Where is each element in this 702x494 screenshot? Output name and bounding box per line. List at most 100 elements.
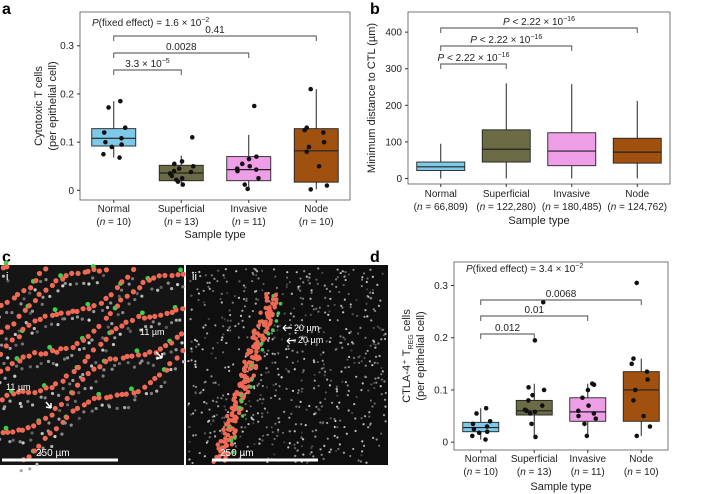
tissue-speck [360,389,363,392]
tissue-speck [357,356,360,359]
tissue-speck [299,296,302,300]
tissue-speck [323,444,326,447]
tissue-speck [329,379,333,382]
tissue-speck [211,289,215,293]
tissue-speck [247,423,250,426]
tissue-speck [322,363,326,366]
epithelial-cell [69,270,75,276]
tissue-speck [293,307,296,310]
tissue-speck [352,356,356,360]
x-tick-label: Superficial [158,204,205,215]
epithelial-cell [42,415,49,421]
tissue-speck [362,444,366,447]
tissue-speck [337,447,340,451]
epithelial-cell [47,430,53,436]
tissue-speck [288,332,291,335]
tissue-speck [278,397,281,400]
tissue-speck [169,321,174,325]
tissue-speck [257,420,260,423]
tissue-speck [55,363,59,367]
tissue-speck [307,340,310,343]
epithelial-cell [164,367,170,373]
tissue-speck [244,413,247,416]
tissue-speck [133,394,137,399]
data-point [589,381,595,386]
tissue-speck [0,343,4,347]
epithelial-cell [0,368,4,374]
tissue-speck [257,382,261,385]
y-tick-label: 0 [68,186,74,197]
tissue-speck [316,282,319,285]
image-i-cells [0,260,186,473]
data-point [117,155,122,160]
tissue-speck [104,349,108,353]
epithelial-cell [112,356,119,362]
data-point [122,125,128,130]
tissue-speck [364,415,367,418]
tissue-speck [380,373,383,376]
epithelial-cell [71,368,77,375]
tissue-speck [382,414,386,417]
tissue-speck [11,438,15,442]
p-value-label: P < 2.22 × 10−16 [503,16,575,28]
box-invasive [569,397,607,422]
tissue-speck [273,324,276,327]
x-tick-label: Node [629,454,653,465]
epithelial-cell [60,276,66,282]
tissue-speck [376,325,380,328]
epithelial-cell [103,315,109,321]
epithelial-cell [147,349,153,355]
tissue-speck [226,319,229,322]
t-cell [229,439,234,443]
tissue-speck [346,358,349,361]
tissue-speck [211,399,214,402]
data-point [254,154,259,159]
t-cell [240,414,245,418]
tissue-speck [308,404,311,408]
epithelial-cell [5,366,11,372]
tissue-speck [352,447,355,451]
epithelial-cell [37,388,44,394]
tissue-speck [271,352,274,355]
tissue-speck [341,380,344,383]
tissue-speck [311,445,314,448]
x-tick-label: Node [304,204,328,215]
epithelial-cell [70,344,76,351]
tissue-speck [354,417,357,420]
tissue-speck [297,389,300,392]
tissue-speck [269,396,273,400]
tissue-speck [300,431,303,434]
epithelial-cell [98,300,105,306]
tissue-speck [251,309,255,313]
tissue-speck [3,376,7,380]
tissue-speck [364,375,367,378]
tissue-speck [87,318,91,322]
tissue-speck [350,341,354,344]
tissue-speck [374,377,377,380]
tissue-speck [116,312,120,317]
tissue-speck [300,436,303,439]
tissue-speck [244,268,248,271]
tissue-speck [194,345,198,348]
tissue-speck [369,344,372,347]
t-cell [85,301,91,307]
epithelial-cell [108,329,115,335]
t-cell [259,341,264,346]
tissue-speck [57,393,61,397]
epithelial-cell [52,405,58,412]
tissue-speck [273,437,276,441]
tissue-speck [384,405,387,408]
data-point [532,338,538,343]
tissue-speck [70,353,74,358]
epithelial-cell [91,303,97,309]
tissue-speck [244,402,247,406]
data-point [174,177,179,183]
tissue-speck [40,302,44,307]
tissue-speck [18,440,22,444]
tissue-speck [2,361,6,366]
tissue-speck [207,285,210,288]
epithelial-cell [178,331,185,337]
epithelial-cell [54,311,60,318]
data-point [304,149,310,155]
